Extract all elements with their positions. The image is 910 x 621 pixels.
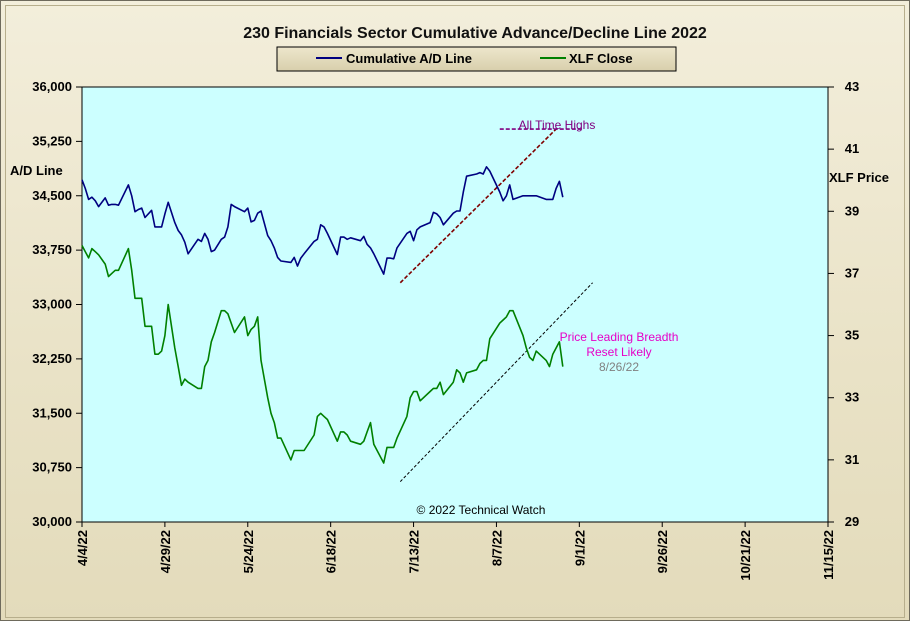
left-y-tick-label: 35,250 <box>32 133 72 148</box>
annotation-price-leading: Price Leading Breadth <box>560 330 679 344</box>
left-y-tick-label: 30,750 <box>32 460 72 475</box>
series-line-ad <box>81 166 564 275</box>
right-y-tick-label: 41 <box>845 141 859 156</box>
right-y-tick-label: 31 <box>845 452 859 467</box>
legend: Cumulative A/D Line XLF Close <box>276 46 677 72</box>
series-group <box>81 166 564 464</box>
right-y-tick-label: 33 <box>845 390 859 405</box>
left-y-axis: 36,000 35,250 34,500 33,750 33,000 32,250 31,5… <box>32 79 82 529</box>
ad-support-trendline <box>399 128 557 284</box>
series-line-xlf <box>81 245 564 464</box>
right-y-axis: 43 41 39 37 35 33 31 29 <box>828 79 859 529</box>
x-tick-label: 7/13/22 <box>407 530 422 573</box>
x-tick-label: 4/4/22 <box>75 530 90 566</box>
x-axis: 4/4/22 4/29/22 5/24/22 6/18/22 7/13/22 8/7/22… <box>75 522 836 581</box>
legend-label-xlf: XLF Close <box>569 51 633 66</box>
right-y-tick-label: 37 <box>845 265 859 280</box>
x-tick-label: 11/15/22 <box>821 530 836 580</box>
x-tick-label: 4/29/22 <box>158 530 173 573</box>
left-y-tick-label: 36,000 <box>32 79 72 94</box>
annotation-date: 8/26/22 <box>599 360 639 374</box>
chart-inner-border <box>5 5 905 618</box>
right-y-tick-label: 29 <box>845 514 859 529</box>
chart-title: 230 Financials Sector Cumulative Advance… <box>243 25 707 42</box>
trend-lines <box>399 128 593 482</box>
left-y-tick-label: 33,750 <box>32 242 72 257</box>
annotation-reset-likely: Reset Likely <box>586 345 651 359</box>
copyright-note: © 2022 Technical Watch <box>417 503 546 517</box>
legend-box <box>276 46 677 72</box>
x-tick-label: 5/24/22 <box>241 530 256 573</box>
x-tick-label: 9/26/22 <box>655 530 670 573</box>
right-y-tick-label: 43 <box>845 79 859 94</box>
right-axis-label: XLF Price <box>829 170 889 185</box>
annotation-all-time-highs: All Time Highs <box>519 118 596 132</box>
left-y-tick-label: 34,500 <box>32 188 72 203</box>
x-tick-label: 8/7/22 <box>489 530 504 566</box>
xlf-support-trendline <box>399 282 593 482</box>
legend-label-ad: Cumulative A/D Line <box>346 51 472 66</box>
x-tick-label: 9/1/22 <box>572 530 587 566</box>
left-y-tick-label: 30,000 <box>32 514 72 529</box>
left-y-tick-label: 31,500 <box>32 405 72 420</box>
right-y-tick-label: 35 <box>845 328 859 343</box>
plot-area <box>81 86 829 523</box>
left-y-tick-label: 33,000 <box>32 297 72 312</box>
right-y-tick-label: 39 <box>845 203 859 218</box>
x-tick-label: 10/21/22 <box>738 530 753 581</box>
x-tick-label: 6/18/22 <box>324 530 339 573</box>
left-y-tick-label: 32,250 <box>32 351 72 366</box>
left-axis-label: A/D Line <box>10 163 63 178</box>
